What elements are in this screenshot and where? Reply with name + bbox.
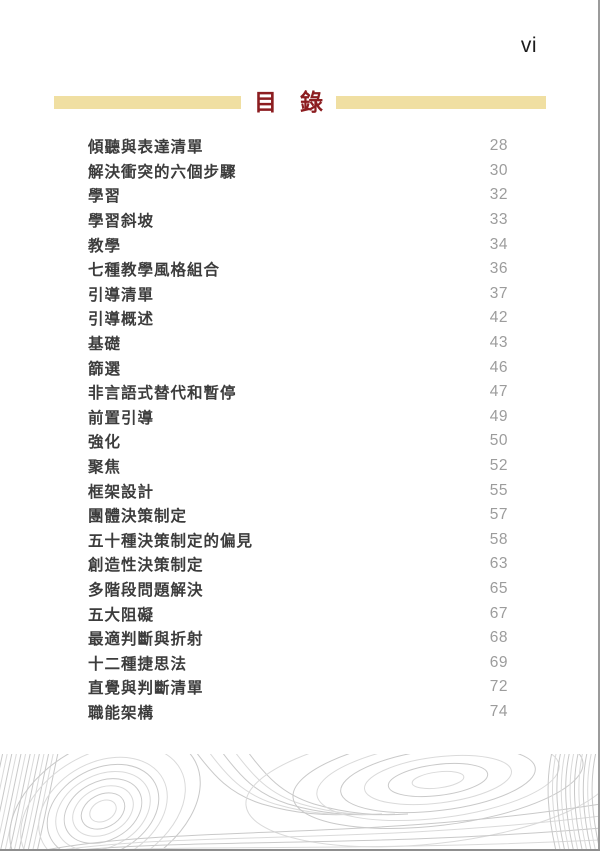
toc-entry-page: 34	[489, 235, 508, 253]
toc-entry-title: 學習	[88, 188, 122, 206]
toc-entry-title: 強化	[88, 434, 122, 452]
toc-row: 學習斜坡 33	[88, 208, 508, 233]
toc-entry-page: 55	[489, 481, 508, 499]
page-edge-bottom	[0, 849, 600, 851]
toc-entry-title: 框架設計	[88, 483, 155, 501]
toc-row: 創造性決策制定 63	[88, 552, 508, 577]
toc-row: 多階段問題解決 65	[88, 577, 508, 602]
toc-row: 非言語式替代和暫停 47	[88, 380, 508, 405]
toc-entry-page: 42	[489, 309, 508, 327]
toc-row: 七種教學風格組合 36	[88, 257, 508, 282]
toc-entry-page: 57	[489, 506, 508, 524]
toc-row: 前置引導 49	[88, 405, 508, 430]
toc-entry-page: 67	[489, 604, 508, 622]
toc-entry-page: 65	[489, 579, 508, 597]
page-edge-right	[598, 0, 600, 851]
toc-entry-page: 43	[489, 334, 508, 352]
contour-decoration	[0, 754, 600, 849]
toc-row: 直覺與判斷清單 72	[88, 675, 508, 700]
toc-entry-title: 引導清單	[88, 286, 155, 304]
toc-row: 十二種捷思法 69	[88, 650, 508, 675]
toc-entry-page: 47	[489, 383, 508, 401]
toc-entry-title: 直覺與判斷清單	[88, 680, 204, 698]
toc-row: 引導清單 37	[88, 282, 508, 307]
toc-entry-page: 32	[489, 186, 508, 204]
toc-row: 最適判斷與折射 68	[88, 626, 508, 651]
toc-row: 五十種決策制定的偏見 58	[88, 528, 508, 553]
toc-entry-title: 教學	[88, 237, 122, 255]
toc-row: 引導概述 42	[88, 306, 508, 331]
header-rule-right	[336, 95, 546, 109]
toc-entry-title: 十二種捷思法	[88, 655, 188, 673]
toc-entry-title: 多階段問題解決	[88, 581, 204, 599]
toc-row: 強化 50	[88, 429, 508, 454]
toc-entry-title: 篩選	[88, 360, 122, 378]
toc-entry-title: 職能架構	[88, 704, 155, 722]
toc-entry-title: 五十種決策制定的偏見	[88, 532, 254, 550]
toc-entry-page: 46	[489, 358, 508, 376]
toc-row: 學習 32	[88, 183, 508, 208]
toc-entry-page: 52	[489, 457, 508, 475]
toc-entry-page: 69	[489, 653, 508, 671]
toc-row: 篩選 46	[88, 355, 508, 380]
toc-entry-page: 36	[489, 260, 508, 278]
toc-entry-title: 基礎	[88, 336, 122, 354]
toc-row: 傾聽與表達清單 28	[88, 134, 508, 159]
toc-entry-title: 聚焦	[88, 459, 122, 477]
toc-entry-page: 37	[489, 284, 508, 302]
toc-entry-title: 團體決策制定	[88, 508, 188, 526]
toc-entry-title: 創造性決策制定	[88, 557, 204, 575]
contour-pattern-svg	[0, 754, 600, 849]
toc-entry-title: 七種教學風格組合	[88, 262, 221, 280]
toc-row: 基礎 43	[88, 331, 508, 356]
toc-entry-page: 33	[489, 211, 508, 229]
toc-entry-title: 傾聽與表達清單	[88, 139, 204, 157]
header-rule-left	[54, 95, 241, 109]
toc-entry-page: 58	[489, 530, 508, 548]
toc-entry-page: 50	[489, 432, 508, 450]
toc-entry-page: 30	[489, 161, 508, 179]
toc-entry-page: 28	[489, 137, 508, 155]
toc-entry-title: 五大阻礙	[88, 606, 155, 624]
toc-entry-page: 63	[489, 555, 508, 573]
toc-entry-title: 非言語式替代和暫停	[88, 385, 237, 403]
toc-row: 教學 34	[88, 232, 508, 257]
toc-row: 職能架構 74	[88, 700, 508, 725]
toc-entry-title: 前置引導	[88, 409, 155, 427]
toc-row: 聚焦 52	[88, 454, 508, 479]
page-number-folio: vi	[520, 34, 537, 57]
toc-entry-page: 68	[489, 629, 508, 647]
toc-entry-title: 學習斜坡	[88, 213, 155, 231]
toc-row: 五大阻礙 67	[88, 601, 508, 626]
toc-entry-title: 引導概述	[88, 311, 155, 329]
toc-row: 團體決策制定 57	[88, 503, 508, 528]
toc-list: 傾聽與表達清單 28 解決衝突的六個步驟 30 學習 32 學習斜坡 33 教學…	[88, 134, 508, 724]
toc-entry-page: 74	[489, 702, 508, 720]
toc-title: 目 錄	[254, 88, 323, 115]
toc-entry-page: 72	[489, 678, 508, 696]
toc-entry-title: 解決衝突的六個步驟	[88, 163, 237, 181]
toc-entry-page: 49	[489, 407, 508, 425]
toc-row: 解決衝突的六個步驟 30	[88, 159, 508, 184]
toc-header: 目 錄	[54, 89, 546, 115]
toc-row: 框架設計 55	[88, 478, 508, 503]
toc-entry-title: 最適判斷與折射	[88, 631, 204, 649]
